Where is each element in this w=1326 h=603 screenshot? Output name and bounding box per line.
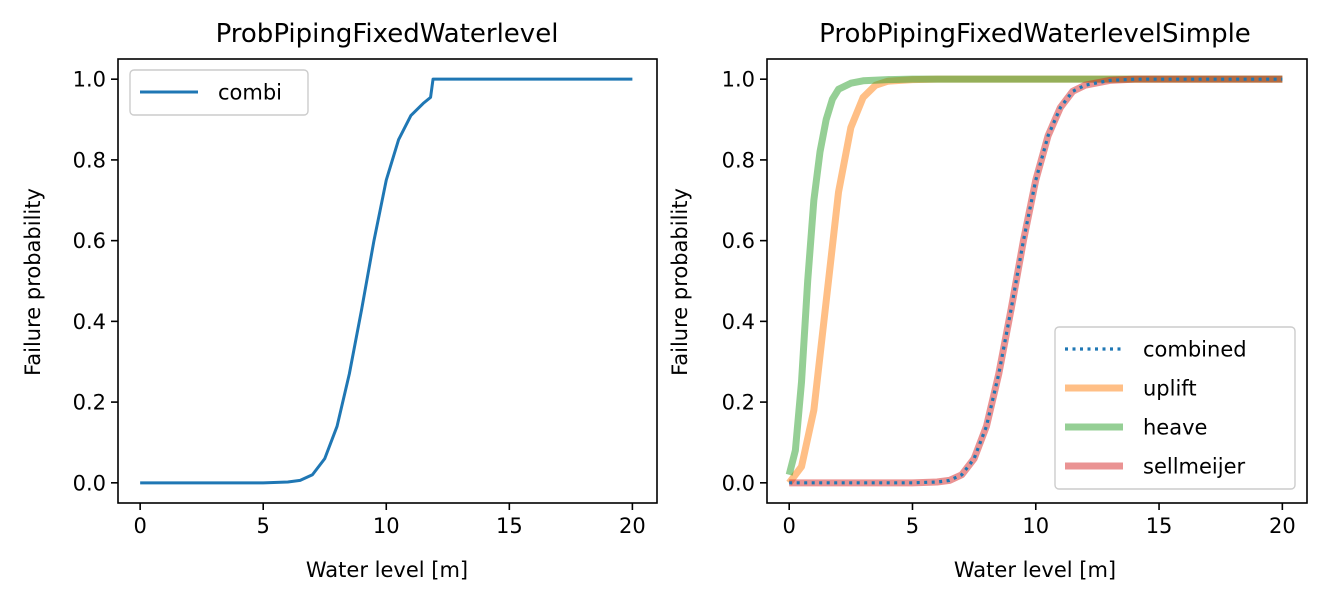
- series-lines: [140, 77, 633, 485]
- y-tick-label: 0.6: [722, 229, 755, 253]
- x-axis-label: Water level [m]: [306, 558, 468, 582]
- y-tick-label: 0.8: [73, 148, 106, 172]
- series-line-combined: [789, 77, 1283, 485]
- y-tick-label: 0.4: [73, 310, 106, 334]
- legend-label-combi: combi: [218, 81, 282, 105]
- y-tick-label: 0.2: [722, 391, 755, 415]
- y-tick-label: 0.6: [73, 229, 106, 253]
- series-lines: [785, 75, 1283, 487]
- x-tick-label: 0: [783, 514, 796, 538]
- y-tick-label: 0.4: [722, 310, 755, 334]
- legend-label-combined: combined: [1143, 338, 1247, 362]
- x-tick-label: 10: [1022, 514, 1049, 538]
- x-tick-label: 15: [1146, 514, 1173, 538]
- x-axis-label: Water level [m]: [954, 558, 1116, 582]
- y-axis-label: Failure probability: [668, 188, 692, 376]
- legend: combi: [129, 69, 309, 116]
- y-tick-label: 1.0: [73, 68, 106, 92]
- x-tick-label: 5: [257, 514, 270, 538]
- axes-frame: [766, 58, 1308, 504]
- y-tick-label: 0.0: [722, 471, 755, 495]
- x-tick-label: 20: [1269, 514, 1296, 538]
- chart-panel-left: ProbPipingFixedWaterlevel Water level [m…: [21, 19, 658, 582]
- y-tick-label: 1.0: [722, 68, 755, 92]
- legend-box: [1054, 326, 1296, 490]
- legend-label-sellmeijer: sellmeijer: [1143, 455, 1245, 479]
- x-tick-label: 20: [619, 514, 646, 538]
- legend: combined uplift heave sellmeijer: [1054, 326, 1296, 490]
- legend-label-heave: heave: [1143, 416, 1207, 440]
- chart-title: ProbPipingFixedWaterlevelSimple: [819, 19, 1251, 49]
- y-tick-label: 0.8: [722, 148, 755, 172]
- chart-panel-right: ProbPipingFixedWaterlevelSimple Water le…: [668, 19, 1308, 582]
- x-tick-label: 15: [496, 514, 523, 538]
- legend-label-uplift: uplift: [1143, 377, 1197, 401]
- chart-title: ProbPipingFixedWaterlevel: [216, 19, 559, 49]
- x-tick-label: 10: [373, 514, 400, 538]
- y-tick-label: 0.2: [73, 391, 106, 415]
- legend-box: [129, 69, 309, 116]
- axes-frame: [117, 58, 658, 504]
- x-tick-label: 5: [906, 514, 919, 538]
- y-axis-label: Failure probability: [21, 188, 45, 376]
- series-line-combi: [140, 77, 633, 485]
- x-tick-label: 0: [133, 514, 146, 538]
- y-tick-label: 0.0: [73, 471, 106, 495]
